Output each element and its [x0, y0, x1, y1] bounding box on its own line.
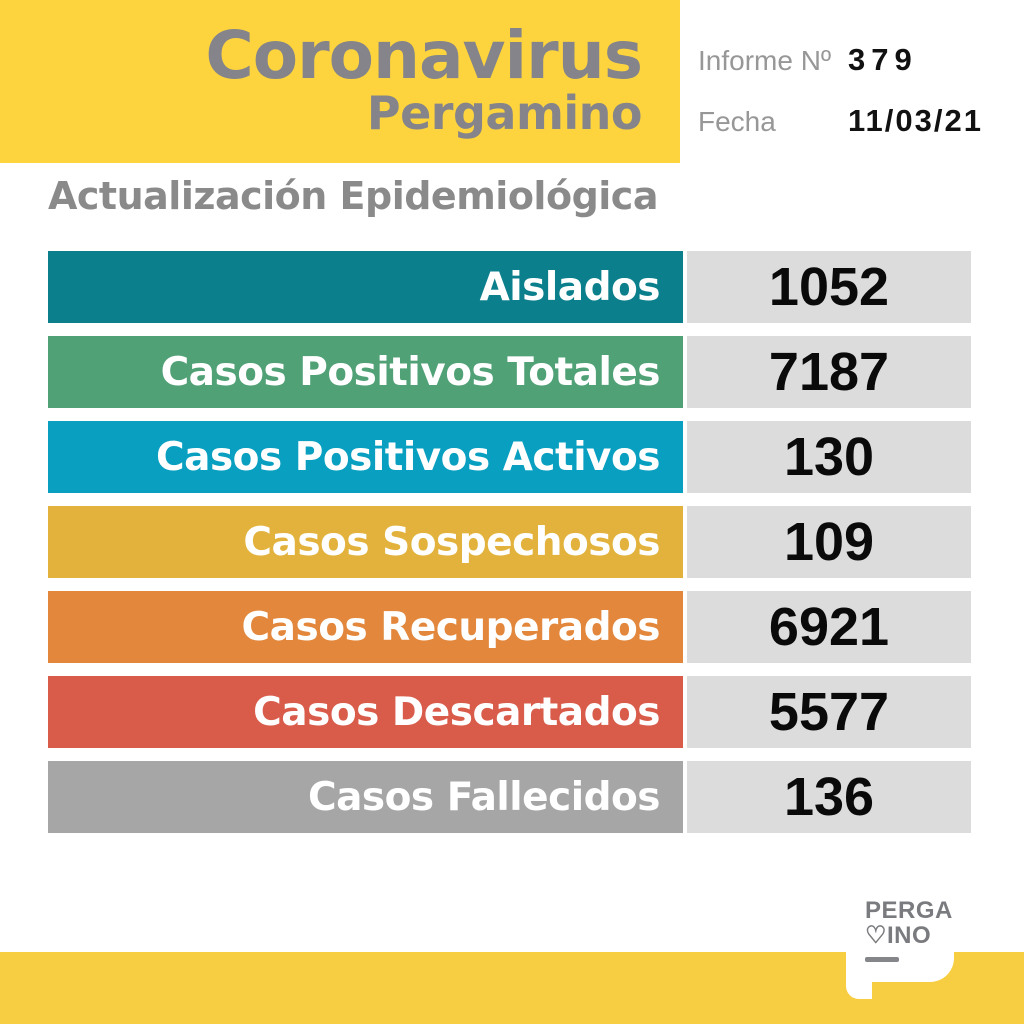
- row-value-cell: 130: [687, 421, 971, 493]
- row-category-bar: Casos Sospechosos: [48, 506, 683, 578]
- row-value-cell: 1052: [687, 251, 971, 323]
- row-value: 130: [783, 427, 875, 487]
- row-value-cell: 5577: [687, 676, 971, 748]
- page-subtitle: Pergamino: [366, 86, 643, 141]
- row-value: 136: [783, 767, 875, 827]
- table-row-positivos-totales: Casos Positivos Totales 7187: [48, 336, 971, 408]
- row-value: 109: [783, 512, 875, 572]
- row-value: 6921: [768, 597, 890, 657]
- report-number-row: Informe Nº 379: [698, 42, 1018, 77]
- report-date-value: 11/03/21: [848, 103, 983, 138]
- report-date-row: Fecha 11/03/21: [698, 103, 1018, 138]
- row-category-bar: Casos Positivos Totales: [48, 336, 683, 408]
- stats-table: Aislados 1052 Casos Positivos Totales 71…: [48, 251, 971, 846]
- logo-text-line1: PERGA: [865, 897, 953, 924]
- row-label: Casos Sospechosos: [243, 519, 660, 565]
- table-row-descartados: Casos Descartados 5577: [48, 676, 971, 748]
- row-category-bar: Casos Fallecidos: [48, 761, 683, 833]
- row-category-bar: Casos Recuperados: [48, 591, 683, 663]
- table-row-recuperados: Casos Recuperados 6921: [48, 591, 971, 663]
- row-value-cell: 136: [687, 761, 971, 833]
- table-row-sospechosos: Casos Sospechosos 109: [48, 506, 971, 578]
- row-value-cell: 7187: [687, 336, 971, 408]
- logo-underline: [865, 957, 899, 962]
- table-row-fallecidos: Casos Fallecidos 136: [48, 761, 971, 833]
- table-row-positivos-activos: Casos Positivos Activos 130: [48, 421, 971, 493]
- header-band: Coronavirus Pergamino: [0, 0, 680, 163]
- table-row-aislados: Aislados 1052: [48, 251, 971, 323]
- row-label: Casos Descartados: [253, 689, 660, 735]
- report-info: Informe Nº 379 Fecha 11/03/21: [698, 42, 1018, 138]
- row-value-cell: 6921: [687, 591, 971, 663]
- row-category-bar: Casos Positivos Activos: [48, 421, 683, 493]
- report-number-label: Informe Nº: [698, 45, 832, 76]
- row-label: Casos Positivos Activos: [156, 434, 660, 480]
- row-value: 5577: [768, 682, 890, 742]
- row-label: Casos Fallecidos: [307, 774, 661, 820]
- heart-icon: ♡: [865, 922, 888, 949]
- row-label: Casos Positivos Totales: [160, 349, 661, 395]
- row-label: Casos Recuperados: [241, 604, 661, 650]
- row-value: 7187: [768, 342, 890, 402]
- row-category-bar: Casos Descartados: [48, 676, 683, 748]
- pergamino-logo: PERGA ♡INO: [846, 872, 954, 999]
- row-category-bar: Aislados: [48, 251, 683, 323]
- section-title: Actualización Epidemiológica: [48, 174, 658, 218]
- report-number-value: 379: [848, 42, 918, 77]
- row-value: 1052: [768, 257, 890, 317]
- row-value-cell: 109: [687, 506, 971, 578]
- report-date-label: Fecha: [698, 106, 776, 137]
- page-title: Coronavirus: [205, 17, 643, 94]
- row-label: Aislados: [479, 264, 661, 310]
- logo-text-line2: ♡INO: [865, 923, 954, 948]
- logo-text-line2-rest: INO: [887, 922, 932, 949]
